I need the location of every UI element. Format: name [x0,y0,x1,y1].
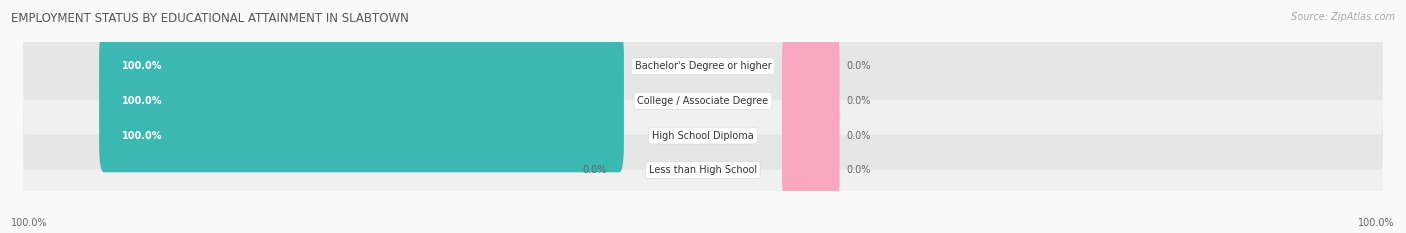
Text: 0.0%: 0.0% [846,130,872,140]
FancyBboxPatch shape [100,64,624,138]
Text: 100.0%: 100.0% [11,218,48,228]
Text: EMPLOYMENT STATUS BY EDUCATIONAL ATTAINMENT IN SLABTOWN: EMPLOYMENT STATUS BY EDUCATIONAL ATTAINM… [11,12,409,25]
Text: 0.0%: 0.0% [582,165,607,175]
Text: 0.0%: 0.0% [846,165,872,175]
FancyBboxPatch shape [22,102,1384,170]
Text: Bachelor's Degree or higher: Bachelor's Degree or higher [634,61,772,71]
Text: Source: ZipAtlas.com: Source: ZipAtlas.com [1291,12,1395,22]
FancyBboxPatch shape [22,32,1384,100]
Text: 0.0%: 0.0% [846,61,872,71]
Text: 100.0%: 100.0% [122,96,163,106]
Text: College / Associate Degree: College / Associate Degree [637,96,769,106]
FancyBboxPatch shape [100,29,624,103]
Text: 100.0%: 100.0% [1358,218,1395,228]
FancyBboxPatch shape [782,134,839,207]
Text: Less than High School: Less than High School [650,165,756,175]
FancyBboxPatch shape [782,64,839,138]
FancyBboxPatch shape [782,99,839,172]
FancyBboxPatch shape [22,136,1384,204]
FancyBboxPatch shape [22,67,1384,135]
Text: 100.0%: 100.0% [122,61,163,71]
FancyBboxPatch shape [782,29,839,103]
Text: 100.0%: 100.0% [122,130,163,140]
FancyBboxPatch shape [100,99,624,172]
Text: 0.0%: 0.0% [846,96,872,106]
Text: High School Diploma: High School Diploma [652,130,754,140]
